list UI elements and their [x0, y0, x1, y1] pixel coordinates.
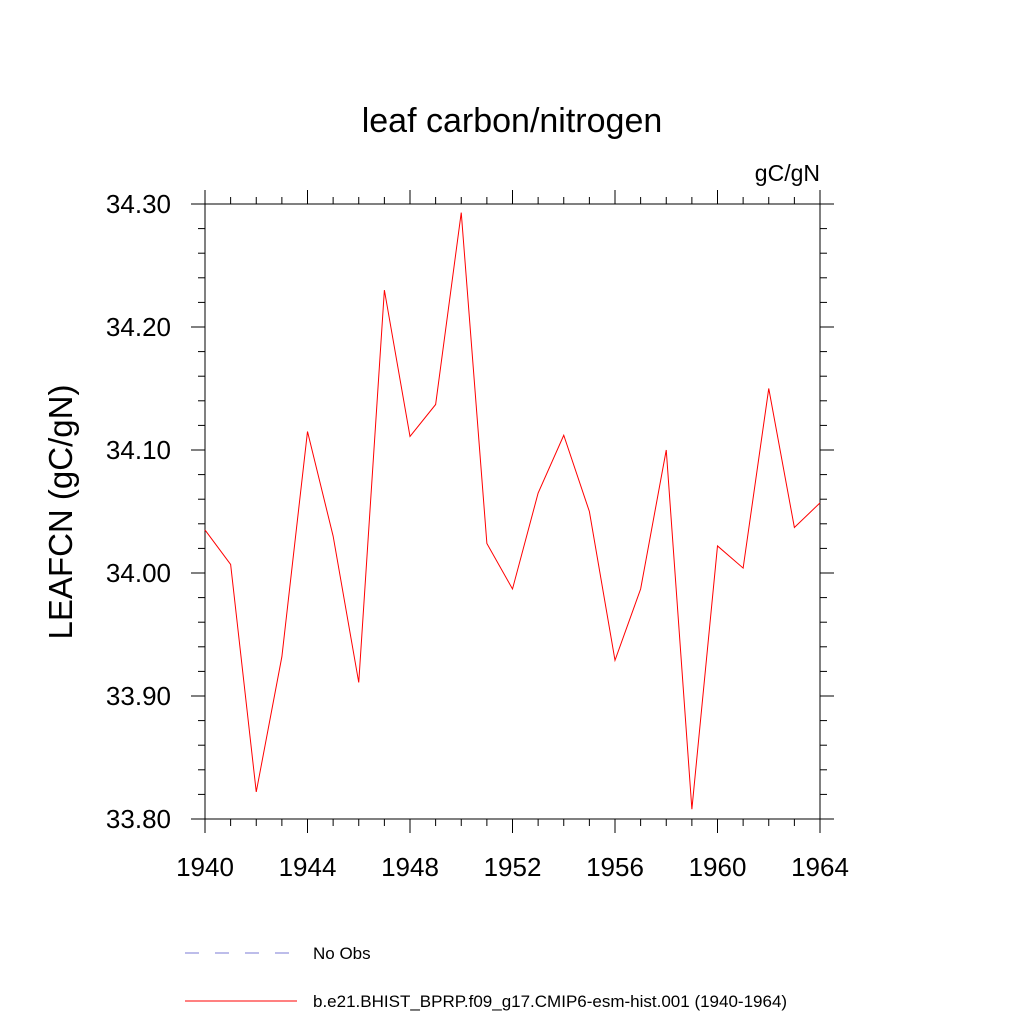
- units-label: gC/gN: [755, 160, 820, 186]
- y-tick-label: 33.80: [106, 804, 171, 834]
- plot-frame: [204, 203, 821, 820]
- y-tick-label: 34.10: [106, 435, 171, 465]
- y-axis-label: LEAFCN (gC/gN): [42, 385, 79, 640]
- y-tick-label: 34.20: [106, 312, 171, 342]
- x-tick-label: 1952: [484, 852, 542, 882]
- chart-title: leaf carbon/nitrogen: [362, 102, 663, 140]
- y-tick-label: 34.00: [106, 558, 171, 588]
- legend-label-no-obs: No Obs: [313, 944, 371, 963]
- axis-ticks: 1940 1944 1948 1952 1956 1960 1964 33.80 33.90 34…: [106, 189, 849, 882]
- series-line-0: [204, 212, 821, 810]
- x-tick-label: 1964: [791, 852, 849, 882]
- y-tick-label: 33.90: [106, 681, 171, 711]
- y-tick-label: 34.30: [106, 189, 171, 219]
- x-tick-label: 1948: [381, 852, 439, 882]
- x-tick-label: 1956: [586, 852, 644, 882]
- x-tick-label: 1944: [279, 852, 337, 882]
- legend-label-model: b.e21.BHIST_BPRP.f09_g17.CMIP6-esm-hist.…: [313, 992, 787, 1011]
- x-tick-label: 1960: [689, 852, 747, 882]
- series-lines: [204, 212, 821, 810]
- x-tick-label: 1940: [176, 852, 234, 882]
